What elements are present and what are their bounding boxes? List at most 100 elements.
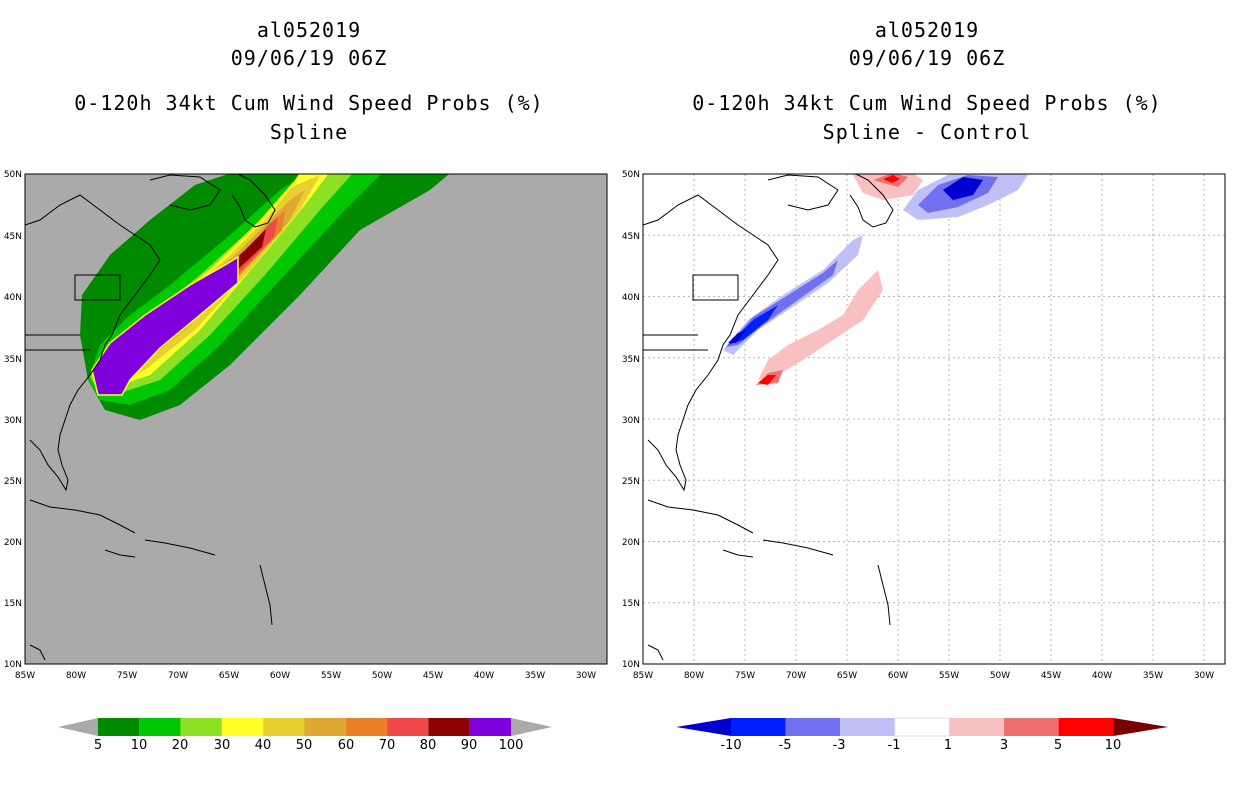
lon-label: 75W: [117, 671, 137, 681]
colorbar-label: -3: [833, 738, 846, 753]
lon-label: 65W: [837, 671, 857, 681]
colorbar-label: -1: [888, 738, 901, 753]
colorbar-label: 30: [214, 738, 231, 753]
colorbar-label: 50: [296, 738, 313, 753]
colorbar-swatches: [676, 717, 1169, 737]
colorbar-swatch: [345, 718, 388, 736]
lat-label: 25N: [622, 477, 640, 487]
colorbar-label: 5: [94, 738, 102, 753]
colorbar-swatch: [98, 718, 140, 736]
colorbar-swatch: [785, 718, 841, 736]
lon-label: 80W: [66, 671, 86, 681]
colorbar-swatch: [221, 718, 264, 736]
colorbar-label: 70: [379, 738, 396, 753]
colorbar-label: 80: [420, 738, 437, 753]
right-panel: al052019 09/06/19 06Z 0-120h 34kt Cum Wi…: [618, 0, 1236, 800]
lon-label: 70W: [168, 671, 188, 681]
lon-label: 60W: [888, 671, 908, 681]
colorbar-labels: -10 -5 -3 -1 1 3 5 10: [720, 738, 1121, 753]
colorbar-swatch: [731, 718, 786, 736]
colorbar-swatch: [1058, 718, 1114, 736]
longitude-labels: 85W 80W 75W 70W 65W 60W 55W 50W 45W 40W …: [633, 671, 1214, 681]
lat-label: 30N: [622, 416, 640, 426]
colorbar-label: 40: [255, 738, 272, 753]
colorbar-swatch: [304, 718, 346, 736]
colorbar-labels: 5 10 20 30 40 50 60 70 80 90 100: [94, 738, 524, 753]
longitude-labels: 85W 80W 75W 70W 65W 60W 55W 50W 45W 40W …: [15, 671, 596, 681]
lat-label: 10N: [4, 660, 22, 670]
coastlines: [643, 174, 894, 661]
colorbar-label: 100: [499, 738, 524, 753]
colorbar-swatch: [949, 718, 1004, 736]
lon-label: 40W: [474, 671, 494, 681]
colorbar-label: 10: [131, 738, 148, 753]
colorbar-swatches: [98, 718, 511, 736]
colorbar-label: 5: [1054, 738, 1062, 753]
lon-label: 60W: [270, 671, 290, 681]
datetime-title: 09/06/19 06Z: [230, 46, 388, 70]
lat-label: 40N: [622, 293, 640, 303]
subtitle: Spline: [269, 120, 349, 144]
lon-label: 40W: [1092, 671, 1112, 681]
colorbar-label: 3: [1000, 738, 1008, 753]
lon-label: 85W: [15, 671, 35, 681]
wind-probability-map: 50N 45N 40N 35N 30N 25N 20N 15N 10N 85W …: [4, 170, 608, 681]
lat-label: 35N: [622, 355, 640, 365]
colorbar-label: 1: [944, 738, 952, 753]
left-panel: al052019 09/06/19 06Z 0-120h 34kt Cum Wi…: [4, 18, 608, 753]
probability-contours: [80, 174, 450, 420]
gridlines: [643, 174, 1225, 664]
lon-label: 35W: [1143, 671, 1163, 681]
probability-colorbar: 5 10 20 30 40 50 60 70 80 90 100: [58, 718, 552, 753]
storm-id-title: al052019: [256, 18, 362, 42]
lat-label: 30N: [4, 416, 22, 426]
lat-label: 35N: [4, 355, 22, 365]
colorbar-swatch: [894, 717, 950, 737]
lon-label: 85W: [633, 671, 653, 681]
lon-label: 45W: [1041, 671, 1061, 681]
lon-label: 50W: [372, 671, 392, 681]
datetime-title: 09/06/19 06Z: [848, 46, 1006, 70]
difference-contours: [723, 174, 1028, 385]
lon-label: 70W: [786, 671, 806, 681]
colorbar-swatch: [428, 718, 470, 736]
difference-colorbar: -10 -5 -3 -1 1 3 5 10: [676, 717, 1169, 753]
colorbar-label: 60: [338, 738, 355, 753]
colorbar-swatch: [840, 718, 895, 736]
lat-label: 10N: [622, 660, 640, 670]
lon-label: 30W: [576, 671, 596, 681]
lat-label: 45N: [4, 232, 22, 242]
latitude-labels: 50N 45N 40N 35N 30N 25N 20N 15N 10N: [4, 170, 22, 670]
lon-label: 50W: [990, 671, 1010, 681]
lat-label: 25N: [4, 477, 22, 487]
lat-label: 40N: [4, 293, 22, 303]
product-title: 0-120h 34kt Cum Wind Speed Probs (%): [74, 91, 544, 115]
lat-label: 45N: [622, 232, 640, 242]
lon-label: 65W: [219, 671, 239, 681]
lat-label: 15N: [4, 599, 22, 609]
coastlines: [25, 174, 276, 661]
lat-label: 50N: [4, 170, 22, 180]
lat-label: 50N: [622, 170, 640, 180]
lat-label: 15N: [622, 599, 640, 609]
lon-label: 35W: [525, 671, 545, 681]
lon-label: 75W: [735, 671, 755, 681]
colorbar-label: 90: [461, 738, 478, 753]
map-frame: [24, 173, 608, 665]
lon-label: 55W: [321, 671, 341, 681]
colorbar-over-arrow: [1113, 718, 1169, 736]
colorbar-label: 10: [1105, 738, 1122, 753]
lon-label: 80W: [684, 671, 704, 681]
lat-label: 20N: [622, 538, 640, 548]
colorbar-over-arrow: [511, 718, 552, 736]
storm-id-title: al052019: [874, 18, 980, 42]
lon-label: 55W: [939, 671, 959, 681]
colorbar-label: -5: [779, 738, 792, 753]
colorbar-label: -10: [720, 738, 741, 753]
map-frame: [642, 173, 1226, 665]
colorbar-under-arrow: [58, 718, 98, 736]
lon-label: 45W: [423, 671, 443, 681]
colorbar-swatch: [469, 718, 511, 736]
colorbar-swatch: [180, 718, 222, 736]
latitude-labels: 50N 45N 40N 35N 30N 25N 20N 15N 10N: [622, 170, 640, 670]
